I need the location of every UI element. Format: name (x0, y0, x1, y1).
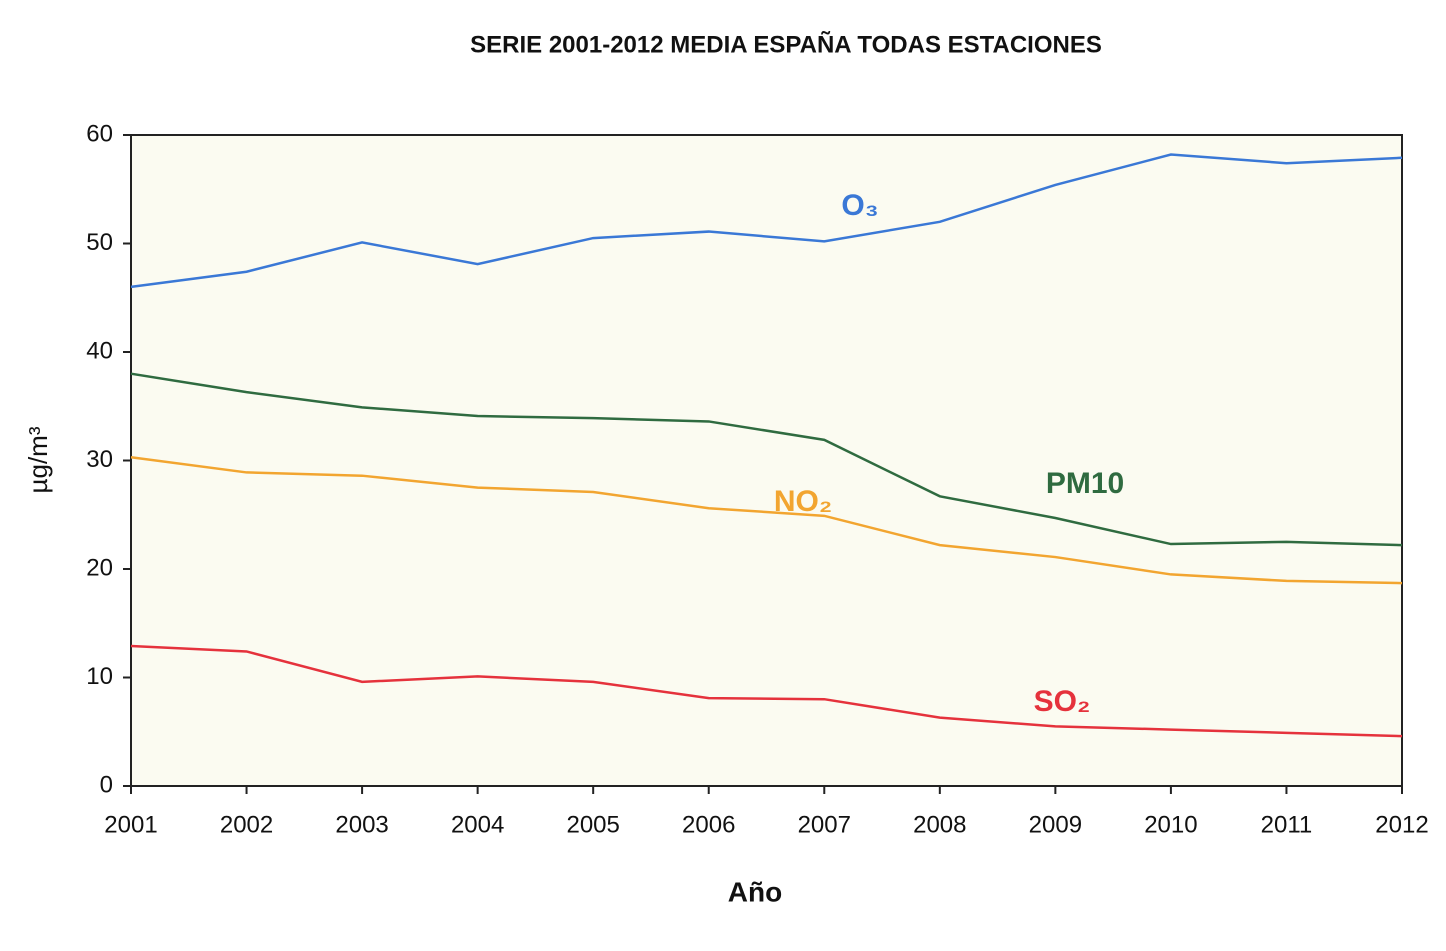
y-tick-label: 30 (86, 446, 113, 473)
y-tick-label: 20 (86, 554, 113, 581)
x-tick-label: 2004 (451, 811, 504, 838)
x-axis-label: Año (728, 876, 782, 907)
series-line (130, 644, 1403, 738)
y-axis-label: µg/m³ (23, 426, 53, 493)
y-tick-label: 40 (86, 337, 113, 364)
plot-area (130, 134, 1403, 787)
x-tick-label: 2008 (913, 811, 966, 838)
series-label: O₃ (841, 189, 878, 222)
x-tick-label: 2010 (1144, 811, 1197, 838)
x-tick-label: 2001 (104, 811, 157, 838)
x-tick-label: 2011 (1261, 811, 1313, 838)
x-tick-label: 2006 (682, 811, 735, 838)
y-tick-label: 10 (86, 663, 113, 690)
series-label: PM10 (1046, 467, 1124, 500)
y-tick-label: 50 (86, 229, 113, 256)
series-label: NO₂ (774, 485, 832, 518)
series-line (130, 153, 1403, 289)
series-line (130, 456, 1403, 585)
x-tick-label: 2002 (220, 811, 273, 838)
x-tick-label: 2005 (566, 811, 619, 838)
x-tick-label: 2003 (335, 811, 388, 838)
series-line (130, 372, 1403, 547)
series-label: SO₂ (1034, 685, 1091, 718)
x-tick-label: 2009 (1029, 811, 1082, 838)
x-tick-label: 2007 (798, 811, 851, 838)
y-tick-label: 0 (100, 771, 113, 798)
x-tick-label: 2012 (1375, 811, 1428, 838)
chart-title: SERIE 2001-2012 MEDIA ESPAÑA TODAS ESTAC… (470, 30, 1102, 58)
y-tick-label: 60 (86, 120, 113, 147)
